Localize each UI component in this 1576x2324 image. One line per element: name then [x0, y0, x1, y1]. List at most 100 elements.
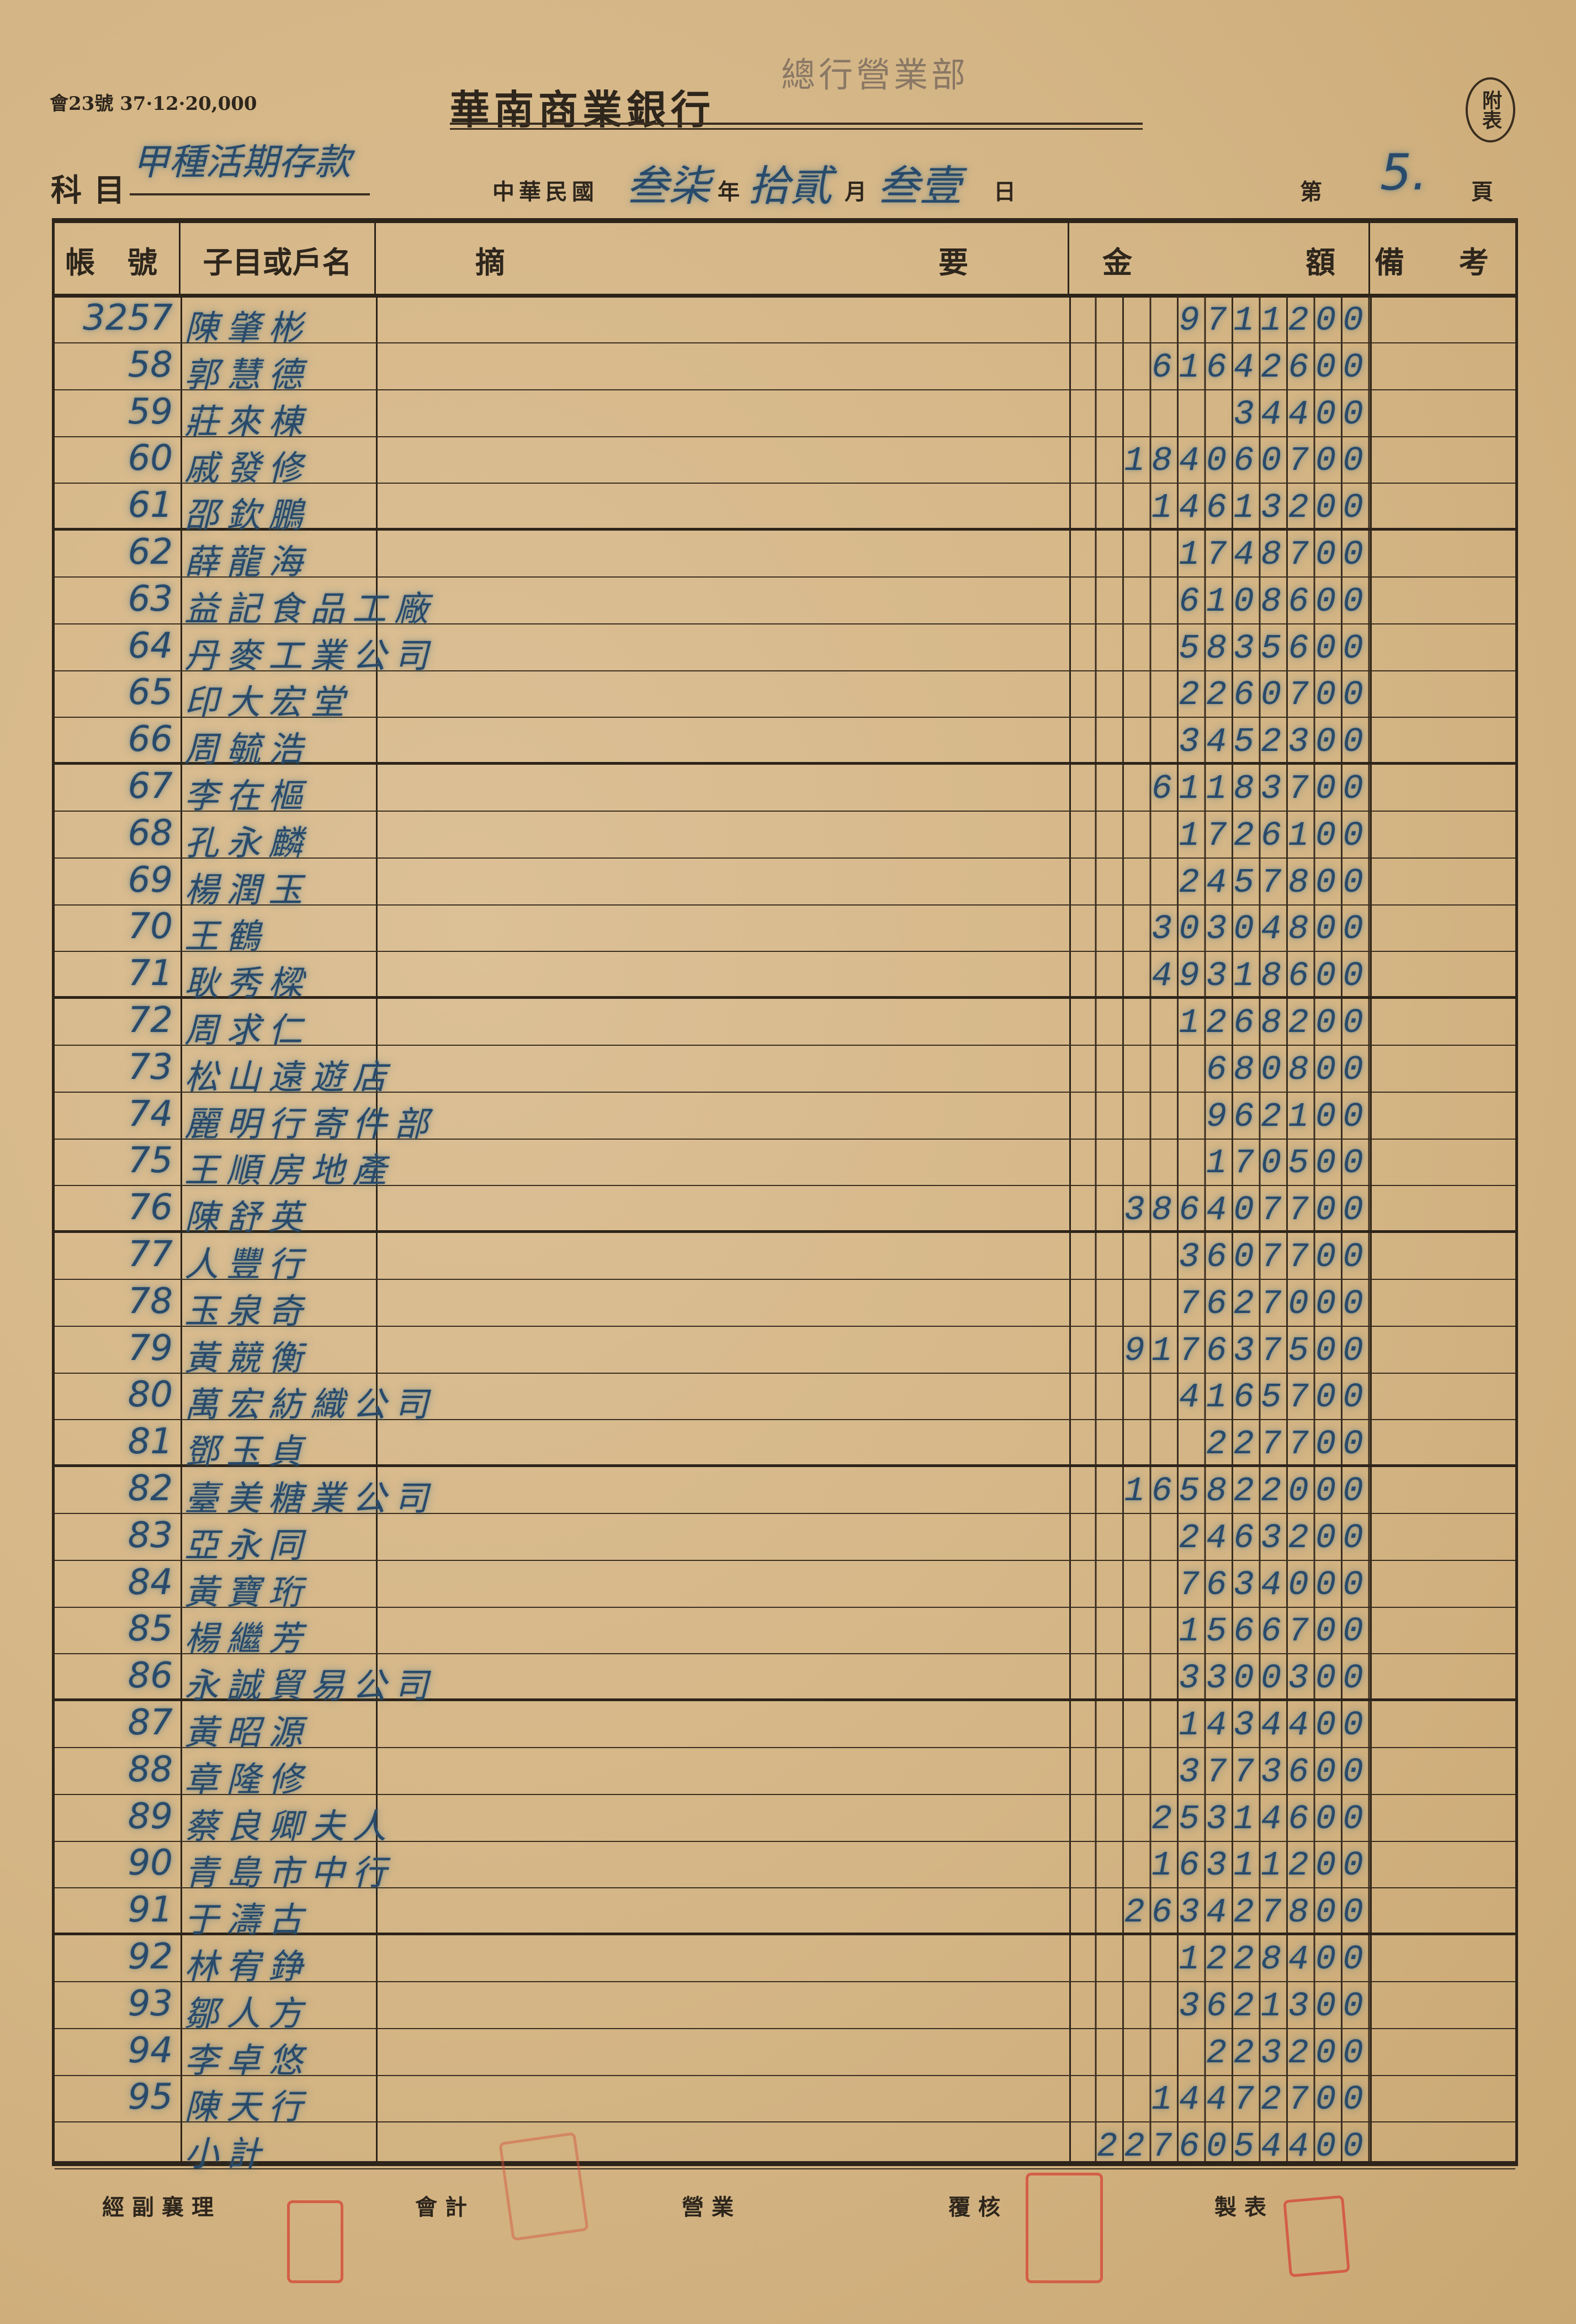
amount: 2260700: [1179, 675, 1370, 715]
account-number: 65: [128, 672, 173, 713]
account-number: 85: [128, 1608, 173, 1650]
account-name: 莊來棟: [184, 401, 311, 442]
account-name: 益記食品工廠: [184, 588, 437, 629]
account-name: 孔永麟: [184, 822, 311, 863]
amount: 223200: [1206, 2033, 1370, 2073]
header-summary-left: 摘: [475, 245, 505, 280]
account-name: 亞永同: [184, 1524, 311, 1565]
amount: 7627000: [1179, 1284, 1370, 1324]
account-number: 72: [128, 1000, 173, 1041]
table-row: 59 莊來棟 34400: [55, 390, 1515, 442]
date-year: 叁柒: [627, 161, 710, 210]
table-row: 63 益記食品工廠 6108600: [55, 578, 1515, 629]
account-name: 丹麥工業公司: [184, 635, 437, 676]
account-name: 邵欽鵬: [184, 495, 311, 536]
amount: 1726100: [1179, 816, 1370, 855]
account-name: 松山遠遊店: [184, 1056, 395, 1097]
table-row: 84 黃寶珩 7634000: [55, 1561, 1515, 1612]
header-name-text: 子目或戶名: [203, 245, 352, 280]
amount: 1228400: [1179, 1940, 1370, 1979]
account-name: 耿秀樑: [184, 963, 311, 1004]
account-name: 薛龍海: [184, 542, 311, 582]
account-number: 58: [128, 344, 173, 385]
header-amount-left: 金: [1102, 245, 1132, 280]
amount: 170500: [1206, 1144, 1370, 1183]
account-name: 陳肇彬: [184, 308, 311, 348]
manager-seal: [287, 2200, 343, 2283]
page-prefix: 第: [1300, 179, 1322, 205]
account-number: 93: [128, 1983, 173, 2024]
account-number: 88: [128, 1749, 173, 1790]
account-name: 王鶴: [184, 916, 269, 957]
amount: 680800: [1206, 1050, 1370, 1089]
ledger-table: 帳 號 子目或戶名 摘要 金額 備 考 3257 陳肇彬 9711200 58 郭慧德 6…: [52, 218, 1518, 2174]
header-amount-right: 額: [1306, 245, 1335, 280]
column-divider: [376, 297, 378, 2161]
subject-value: 甲種活期存款: [132, 141, 351, 183]
account-name: 玉泉奇: [184, 1290, 311, 1331]
account-number: 70: [128, 906, 173, 947]
account-number: 91: [128, 1889, 173, 1931]
account-number: 74: [128, 1093, 173, 1135]
date-day-label: 日: [994, 179, 1016, 205]
table-row: 73 松山遠遊店 680800: [55, 1046, 1515, 1097]
account-name: 印大宏堂: [184, 682, 353, 723]
title-underline: [450, 123, 1143, 130]
table-row: 92 林宥錚 1228400: [55, 1935, 1515, 1987]
account-number: 95: [128, 2077, 173, 2118]
attachment-text: 附表: [1479, 90, 1502, 130]
account-number: 62: [128, 532, 173, 573]
header-amount: 金額: [1069, 223, 1370, 297]
account-name: 萬宏紡織公司: [184, 1384, 437, 1425]
account-name: 青島市中行: [184, 1852, 395, 1893]
amount: 6108600: [1179, 581, 1370, 621]
date-month: 拾貳: [748, 161, 832, 210]
table-row: 79 黃競衡 917637500: [55, 1327, 1515, 1378]
amount: 61642600: [1151, 347, 1370, 387]
account-name: 于濤古: [184, 1899, 311, 1940]
account-name: 李在樞: [184, 776, 311, 816]
table-row: 91 于濤古 263427800: [55, 1888, 1515, 1940]
footer-manager: 經副襄理: [102, 2194, 221, 2220]
table-row: 71 耿秀樑 49318600: [55, 952, 1515, 1003]
amount: 2276054400: [1096, 2127, 1370, 2167]
amount: 2463200: [1179, 1518, 1370, 1558]
table-row: 93 鄒人方 3621300: [55, 1982, 1515, 2034]
header-remarks: 備 考: [1370, 223, 1515, 297]
account-name: 鄧玉貞: [184, 1431, 311, 1472]
subject-underline: [130, 193, 370, 195]
header-separator: [55, 294, 1515, 298]
amount: 3607700: [1179, 1237, 1370, 1277]
header-name: 子目或戶名: [181, 223, 376, 297]
table-row: 69 楊潤玉 2457800: [55, 859, 1515, 910]
footer-prepared: 製表: [1214, 2194, 1274, 2220]
account-name: 章隆修: [184, 1759, 311, 1799]
department-stamp: 總行營業部: [781, 55, 969, 95]
account-name: 黃競衡: [184, 1337, 311, 1378]
amount: 9711200: [1179, 301, 1370, 340]
subject-label: 科目: [51, 172, 137, 209]
table-row: 61 邵欽鵬 14613200: [55, 484, 1515, 535]
account-number: 92: [128, 1936, 173, 1977]
amount: 165822000: [1124, 1471, 1370, 1511]
header-remarks-text: 備 考: [1375, 245, 1511, 280]
table-row: 70 王鶴 30304800: [55, 905, 1515, 956]
date-day: 叁壹: [878, 161, 962, 210]
amount: 14613200: [1151, 488, 1370, 528]
amount: 3452300: [1179, 722, 1370, 762]
amount: 1434400: [1179, 1706, 1370, 1745]
amount: 386407700: [1124, 1190, 1370, 1230]
account-name: 黃寶珩: [184, 1571, 311, 1612]
account-number: 79: [128, 1327, 173, 1369]
account-number: 78: [128, 1280, 173, 1322]
account-number: 87: [128, 1702, 173, 1743]
amount: 30304800: [1151, 909, 1370, 949]
table-row: 78 玉泉奇 7627000: [55, 1280, 1515, 1331]
account-number: 64: [128, 625, 173, 666]
page-number: 5.: [1380, 144, 1428, 202]
amount: 184060700: [1124, 441, 1370, 481]
account-name: 周求仁: [184, 1010, 311, 1050]
table-row: 66 周毓浩 3452300: [55, 718, 1515, 769]
account-number: 75: [128, 1140, 173, 1182]
form-number: 會23號 37·12·20,000: [50, 93, 257, 115]
